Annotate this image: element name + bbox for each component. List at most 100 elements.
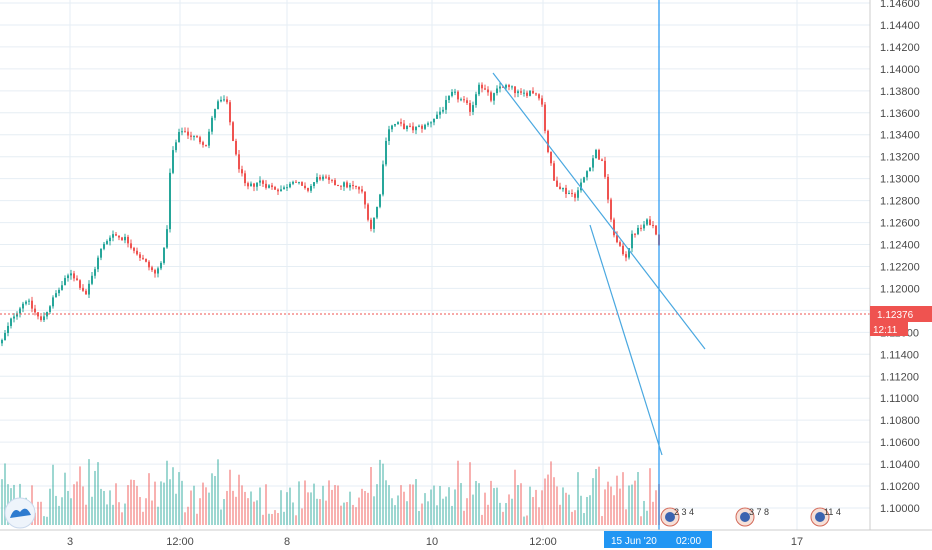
candle xyxy=(328,174,330,184)
volume-bar xyxy=(307,492,309,525)
price-tick-label: 1.10000 xyxy=(880,503,920,515)
candle xyxy=(616,231,618,244)
volume-bar xyxy=(217,459,219,525)
volume-bar xyxy=(403,491,405,525)
candle xyxy=(184,127,186,133)
volume-bar xyxy=(127,485,129,525)
candle xyxy=(622,243,624,256)
volume-bar xyxy=(634,480,636,525)
volume-bar xyxy=(622,472,624,525)
price-tick-label: 1.11200 xyxy=(880,371,919,383)
volume-bar xyxy=(646,510,648,525)
volume-bar xyxy=(544,478,546,525)
event-flag-icon[interactable]: 2 3 4 xyxy=(660,507,694,527)
volume-bar xyxy=(469,462,471,525)
event-flag-icon[interactable]: 3 7 8 xyxy=(735,507,769,527)
volume-bar xyxy=(97,462,99,525)
volume-bar xyxy=(652,501,654,525)
candle xyxy=(631,230,633,253)
grid-lines xyxy=(0,0,870,530)
candle xyxy=(316,173,318,184)
volume-bar xyxy=(316,498,318,525)
candle xyxy=(523,89,525,97)
candle xyxy=(436,111,438,119)
volume-bar xyxy=(124,503,126,525)
candle xyxy=(652,220,654,229)
price-tick-label: 1.10600 xyxy=(880,437,920,449)
candle xyxy=(40,315,42,322)
candle xyxy=(265,180,267,190)
last-price-badge: 1.12376 xyxy=(870,306,932,322)
candle xyxy=(478,82,480,97)
candle xyxy=(598,148,600,161)
candle xyxy=(13,313,15,323)
candle xyxy=(514,86,516,98)
volume-bar xyxy=(433,485,435,525)
volume-bar xyxy=(286,492,288,525)
price-tick-label: 1.13000 xyxy=(880,174,920,186)
volume-bar xyxy=(334,485,336,525)
candle xyxy=(46,311,48,320)
volume-bar xyxy=(598,466,600,525)
volume-bar xyxy=(262,514,264,525)
volume-bar xyxy=(358,497,360,525)
event-flag-icon[interactable]: 11 4 xyxy=(810,507,841,527)
candle xyxy=(241,165,243,177)
candle xyxy=(370,217,372,232)
volume-bar xyxy=(298,481,300,525)
volume-bar xyxy=(457,460,459,525)
candle xyxy=(634,233,636,238)
price-tick-label: 1.12600 xyxy=(880,218,920,230)
volume-bar xyxy=(394,505,396,525)
candle xyxy=(550,151,552,166)
candle xyxy=(352,180,354,190)
volume-bar xyxy=(265,484,267,525)
candle xyxy=(202,140,204,148)
candle xyxy=(412,122,414,134)
candle xyxy=(25,300,27,306)
volume-bar xyxy=(493,488,495,525)
candle xyxy=(391,124,393,133)
volume-bar xyxy=(106,504,108,525)
volume-bar xyxy=(370,467,372,525)
volume-bar xyxy=(604,489,606,525)
candle xyxy=(79,279,81,290)
candle xyxy=(439,107,441,119)
tradingview-logo-icon[interactable] xyxy=(4,497,36,529)
volume-bar xyxy=(205,487,207,525)
time-axis[interactable]: 3 12:00 8 10 12:00 17 xyxy=(67,536,803,548)
volume-bar xyxy=(337,485,339,525)
volume-bar xyxy=(484,492,486,525)
annotations xyxy=(0,0,870,530)
volume-bar xyxy=(115,483,117,525)
volume-bar xyxy=(118,502,120,525)
volume-bar xyxy=(439,485,441,525)
volume-bar xyxy=(133,479,135,525)
candle xyxy=(283,185,285,190)
event-markers[interactable]: 2 3 4 3 7 8 11 4 xyxy=(660,507,841,527)
volume-bar xyxy=(235,496,237,525)
volume-bar xyxy=(322,485,324,525)
candle xyxy=(229,100,231,126)
volume-bar xyxy=(574,510,576,525)
price-axis[interactable]: 1.10000 1.10200 1.10400 1.10600 1.10800 1.110… xyxy=(880,0,920,515)
candle xyxy=(163,247,165,265)
candle xyxy=(154,268,156,278)
volume-bar xyxy=(73,484,75,525)
volume-bar xyxy=(259,487,261,525)
candle xyxy=(481,82,483,93)
volume-bar xyxy=(520,483,522,525)
candle xyxy=(511,85,513,90)
candle xyxy=(250,181,252,187)
volume-bar xyxy=(421,503,423,525)
volume-bar xyxy=(643,500,645,525)
candle xyxy=(373,217,375,233)
candle xyxy=(181,127,183,136)
price-tick-label: 1.12000 xyxy=(880,283,920,295)
volume-bar xyxy=(499,502,501,525)
candle xyxy=(619,240,621,248)
candle xyxy=(526,90,528,99)
volume-bar xyxy=(40,501,42,525)
